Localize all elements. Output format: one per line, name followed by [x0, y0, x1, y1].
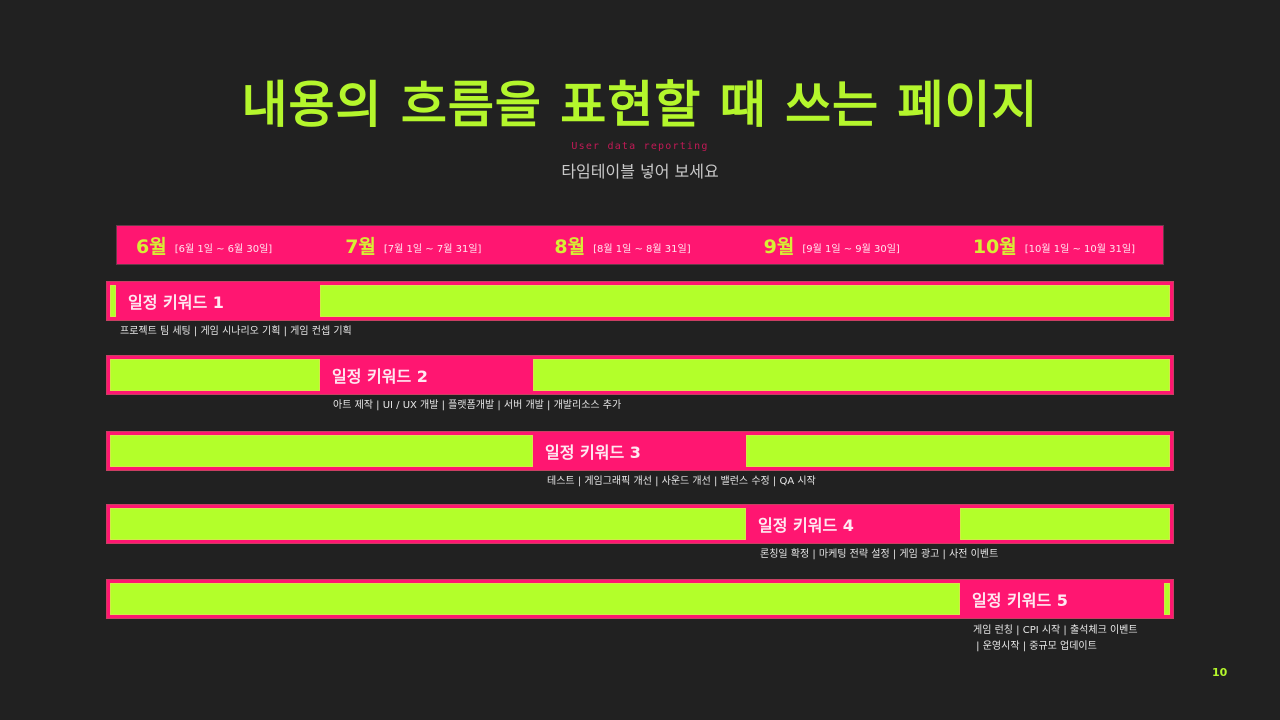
timeline-bar-inactive [960, 508, 1170, 540]
month-october: 10월 [10월 1일 ~ 10월 31일] [954, 226, 1163, 264]
timeline-row-5: 일정 키워드 5 [107, 580, 1173, 618]
month-range: [8월 1일 ~ 8월 31일] [593, 243, 691, 255]
month-june: 6월 [6월 1일 ~ 6월 30일] [117, 226, 326, 264]
month-name: 10월 [972, 235, 1017, 258]
page-number: 10 [1212, 666, 1228, 679]
timeline-bar-inactive [110, 359, 320, 391]
month-range: [7월 1일 ~ 7월 31일] [383, 243, 482, 255]
row-label: 일정 키워드 4 [758, 516, 854, 535]
timeline-bar-active: 일정 키워드 5 [960, 583, 1164, 615]
month-name: 6월 [136, 235, 167, 258]
month-name: 9월 [763, 235, 795, 258]
month-range: [10월 1일 ~ 10월 31일] [1024, 243, 1135, 255]
timeline-bar-inactive [1164, 583, 1170, 615]
row-description: 프로젝트 팀 세팅 | 게임 시나리오 기획 | 게임 컨셉 기획 [120, 326, 352, 337]
row-description: 테스트 | 게임그래픽 개선 | 사운드 개선 | 밸런스 수정 | QA 시작 [547, 476, 816, 487]
row-description: 론칭일 확정 | 마케팅 전략 설정 | 게임 광고 | 사전 이벤트 [760, 549, 999, 560]
page-title: 내용의 흐름을 표현할 때 쓰는 페이지 [241, 76, 1039, 134]
row-label: 일정 키워드 3 [545, 443, 641, 462]
month-august: 8월 [8월 1일 ~ 8월 31일] [535, 226, 744, 264]
timeline-bar-inactive [110, 285, 116, 317]
month-name: 7월 [345, 235, 376, 258]
month-july: 7월 [7월 1일 ~ 7월 31일] [326, 226, 535, 264]
timeline-bar-inactive [110, 508, 746, 540]
timeline-bar-inactive [110, 435, 533, 467]
timeline-row-3: 일정 키워드 3 [107, 432, 1173, 470]
row-description-line-2: | 운영시작 | 중규모 업데이트 [973, 641, 1097, 652]
timeline-bar-inactive [110, 583, 960, 615]
subtitle-korean: 타임테이블 넣어 보세요 [561, 162, 719, 181]
timeline-bar-inactive [746, 435, 1170, 467]
row-description: 게임 런칭 | CPI 시작 | 출석체크 이벤트 | 운영시작 | 중규모 업… [973, 623, 1138, 655]
timeline-bar-active: 일정 키워드 4 [746, 508, 960, 540]
month-range: [9월 1일 ~ 9월 30일] [802, 243, 900, 255]
subtitle-english: User data reporting [571, 141, 709, 152]
row-label: 일정 키워드 5 [972, 591, 1068, 610]
timeline-bar-inactive [533, 359, 1170, 391]
row-label: 일정 키워드 1 [128, 293, 224, 312]
month-header-bar: 6월 [6월 1일 ~ 6월 30일] 7월 [7월 1일 ~ 7월 31일] … [116, 225, 1164, 265]
month-name: 8월 [554, 235, 586, 258]
timeline-row-4: 일정 키워드 4 [107, 505, 1173, 543]
timeline-bar-inactive [320, 285, 1170, 317]
timeline-bar-active: 일정 키워드 3 [533, 435, 746, 467]
month-september: 9월 [9월 1일 ~ 9월 30일] [745, 226, 954, 264]
timeline-row-2: 일정 키워드 2 [107, 356, 1173, 394]
timeline-bar-active: 일정 키워드 2 [320, 359, 533, 391]
row-description-line-1: 게임 런칭 | CPI 시작 | 출석체크 이벤트 [973, 625, 1138, 636]
month-range: [6월 1일 ~ 6월 30일] [174, 243, 273, 255]
timeline-bar-active: 일정 키워드 1 [116, 285, 320, 317]
row-description: 아트 제작 | UI / UX 개발 | 플랫폼개발 | 서버 개발 | 개발리… [333, 400, 622, 411]
timeline-row-1: 일정 키워드 1 [107, 282, 1173, 320]
row-label: 일정 키워드 2 [332, 367, 428, 386]
